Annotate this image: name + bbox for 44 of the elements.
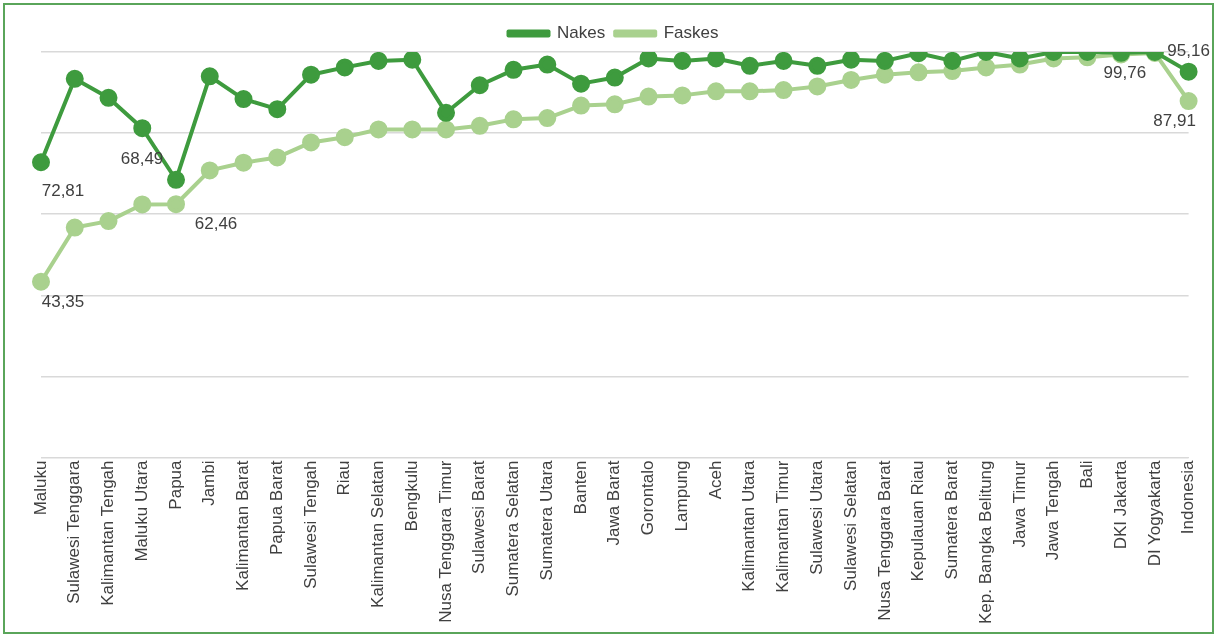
x-tick-label: Kep. Bangka Belitung [975,460,995,625]
x-tick-label: Sulawesi Selatan [840,460,860,591]
x-tick-label: DI Yogyakarta [1144,459,1164,567]
x-tick-label: Maluku [30,460,50,516]
legend-label: Faskes [663,23,719,43]
x-tick-label: Lampung [671,460,691,532]
x-tick-label: Sumatera Utara [536,459,556,581]
data-label: 95,16 [1167,40,1210,60]
x-tick-label: Maluku Utara [131,459,151,562]
x-tick-label: Aceh [705,460,725,500]
x-tick-label: Kalimantan Utara [739,459,759,592]
x-tick-label: Jawa Tengah [1043,460,1063,561]
x-tick-label: Sulawesi Tengah [300,460,320,589]
x-tick-label: Kalimantan Barat [233,460,253,591]
x-tick-label: Sulawesi Barat [469,460,489,574]
x-tick-label: Sulawesi Utara [807,459,827,575]
data-label: 43,35 [41,291,85,311]
x-tick-label: Sumatera Selatan [503,460,523,597]
x-tick-label: Jambi [199,460,219,506]
x-tick-label: Nusa Tenggara Timur [435,460,455,623]
data-label: 72,81 [41,181,85,201]
x-tick-label: Bengkulu [401,460,421,532]
x-tick-label: Indonesia [1178,459,1198,535]
data-label: 87,91 [1153,111,1196,131]
x-tick-label: Kalimantan Tengah [98,460,118,606]
x-tick-label: Kalimantan Selatan [368,460,388,608]
legend-label: Nakes [557,23,606,43]
x-tick-label: Gorontalo [638,460,658,536]
x-tick-label: Riau [334,460,354,496]
x-tick-label: Papua Barat [266,460,286,556]
x-tick-label: Kalimantan Timur [773,460,793,593]
x-tick-label: Banten [570,460,590,515]
x-tick-label: Sumatera Barat [942,460,962,580]
x-tick-label: Nusa Tenggara Barat [874,460,894,621]
x-tick-label: Kepulauan Riau [908,460,928,582]
data-label: 62,46 [194,214,238,234]
data-label: 99,76 [1103,63,1147,83]
x-tick-label: Papua [165,459,185,510]
data-label: 68,49 [120,148,164,168]
x-tick-label: Jawa Barat [604,460,624,546]
x-tick-label: Bali [1077,460,1097,489]
x-tick-label: Sulawesi Tenggara [64,459,84,604]
x-tick-label: DKI Jakarta [1110,459,1130,550]
x-tick-label: Jawa Timur [1009,460,1029,548]
